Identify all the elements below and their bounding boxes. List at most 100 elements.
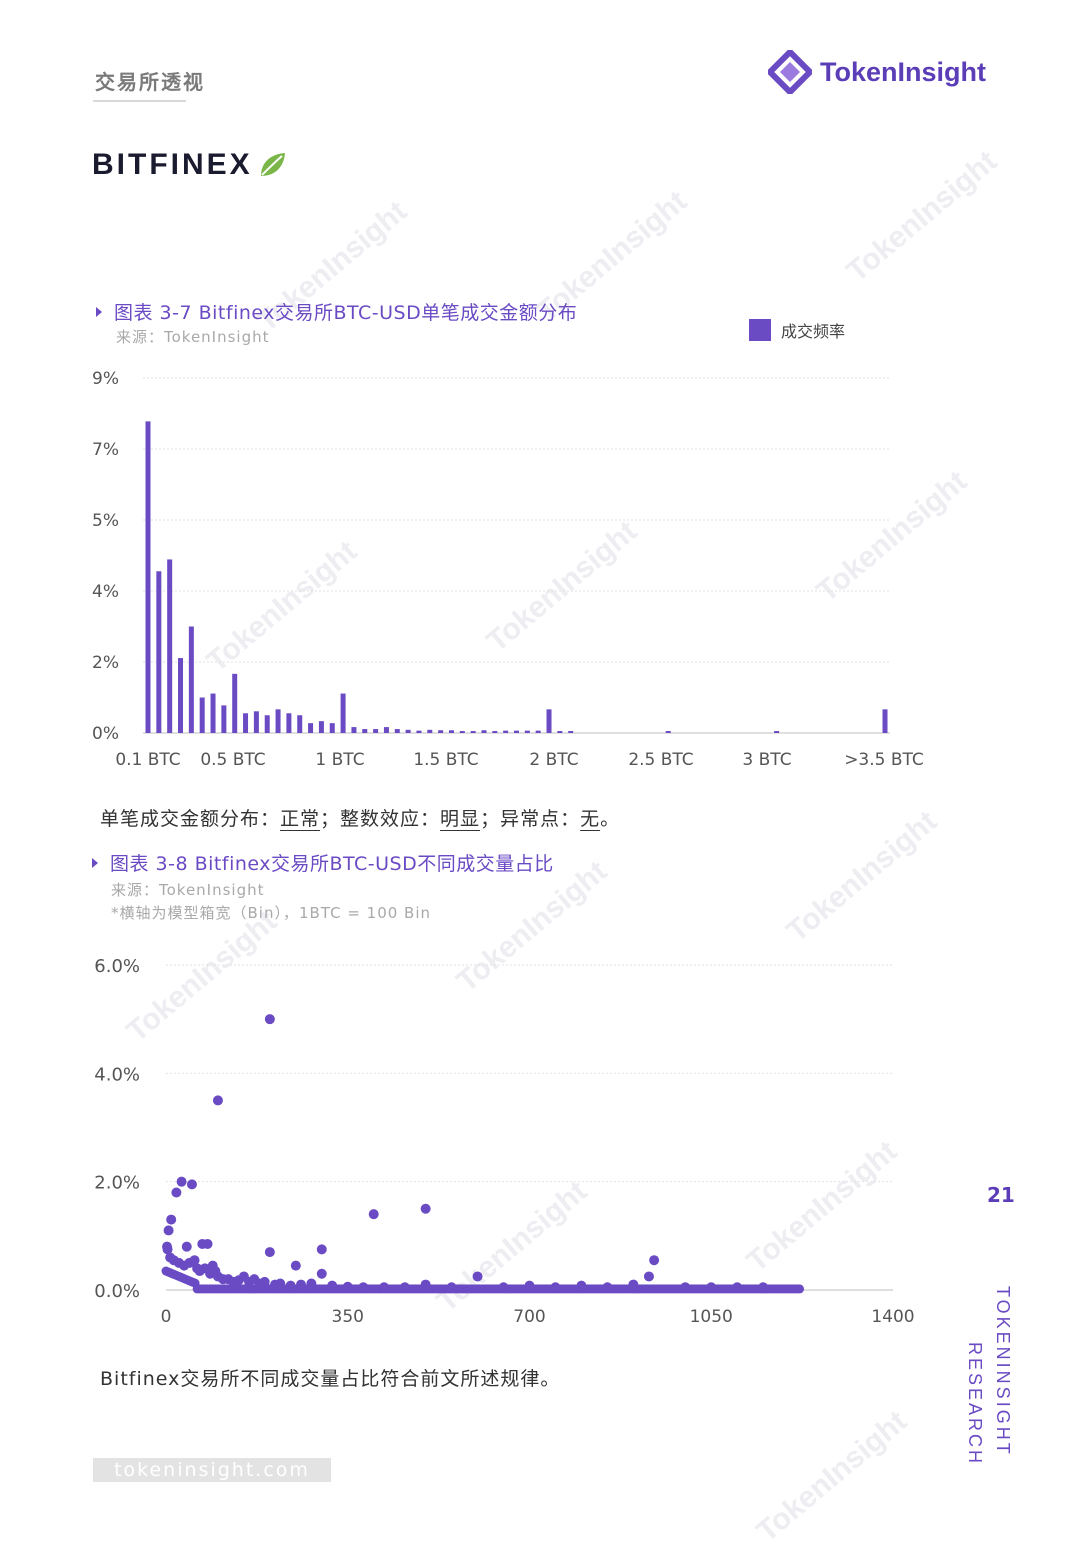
data-point xyxy=(290,1260,301,1271)
x-tick-label: 2 BTC xyxy=(529,750,578,770)
side-text-research: RESEARCH xyxy=(965,1342,985,1467)
legend-swatch xyxy=(749,319,771,341)
bar-chart: 0% 2% 4% 5% 7% 9% 0.1 BTC 0.5 BTC 1 BTC 1.5 BTC 2 … xyxy=(92,369,924,770)
data-point xyxy=(166,1214,177,1225)
data-point xyxy=(643,1271,654,1282)
data-point xyxy=(342,1281,353,1292)
bar xyxy=(383,727,389,733)
bar xyxy=(405,729,411,733)
x-tick-label: 1050 xyxy=(690,1307,733,1327)
data-point xyxy=(420,1203,431,1214)
bar xyxy=(308,723,314,733)
bar xyxy=(210,693,216,733)
bar xyxy=(232,673,238,733)
conclusion-label: 。 xyxy=(600,808,621,830)
data-point xyxy=(524,1280,535,1291)
bar xyxy=(243,713,249,733)
chart2-title-text: 图表 3-8 Bitfinex交易所BTC-USD不同成交量占比 xyxy=(110,853,554,875)
data-point xyxy=(316,1268,327,1279)
data-point xyxy=(680,1282,691,1293)
tokeninsight-logo-icon xyxy=(768,50,812,94)
chart1-title: 图表 3-7 Bitfinex交易所BTC-USD单笔成交金额分布 xyxy=(96,298,577,325)
bar xyxy=(253,711,259,733)
data-point xyxy=(189,1255,200,1266)
data-point xyxy=(275,1278,286,1289)
bar xyxy=(362,729,368,733)
bar xyxy=(340,693,346,733)
bar xyxy=(178,658,184,733)
y-tick-label: 2.0% xyxy=(94,1173,140,1194)
data-point xyxy=(259,1276,270,1287)
bar xyxy=(318,721,324,733)
data-point xyxy=(306,1278,317,1289)
bar xyxy=(514,730,519,733)
bar xyxy=(481,730,487,733)
data-point xyxy=(368,1209,379,1220)
bar xyxy=(503,730,509,733)
data-point xyxy=(162,1241,173,1252)
bar xyxy=(329,723,335,733)
x-tick-label: 1.5 BTC xyxy=(413,750,478,770)
footer-url: tokeninsight.com xyxy=(93,1458,331,1482)
data-point xyxy=(576,1280,587,1291)
watermark-text: TokenInsight xyxy=(750,1404,914,1549)
y-tick-label: 7% xyxy=(92,440,119,460)
exchange-name: BITFINEX xyxy=(92,148,253,181)
section-underline xyxy=(93,100,186,102)
data-point xyxy=(706,1282,717,1293)
x-tick-label: 700 xyxy=(513,1307,545,1327)
data-point xyxy=(399,1282,410,1293)
chart2-title: 图表 3-8 Bitfinex交易所BTC-USD不同成交量占比 xyxy=(92,849,554,876)
conclusion-value-outliers: 无 xyxy=(580,808,601,830)
triangle-bullet-icon xyxy=(92,857,98,868)
page-number: 21 xyxy=(987,1183,1015,1207)
data-point xyxy=(498,1282,509,1293)
data-point xyxy=(602,1282,613,1293)
y-tick-label: 0.0% xyxy=(94,1281,140,1302)
watermark-text: TokenInsight xyxy=(840,144,1004,289)
watermark-text: TokenInsight xyxy=(780,804,944,949)
data-point xyxy=(316,1244,327,1255)
data-point xyxy=(186,1179,197,1190)
data-point xyxy=(171,1187,182,1198)
leaf-icon xyxy=(260,153,285,176)
bar xyxy=(394,729,400,733)
section-title: 交易所透视 xyxy=(95,70,205,94)
chart1-title-text: 图表 3-7 Bitfinex交易所BTC-USD单笔成交金额分布 xyxy=(114,302,578,324)
data-point xyxy=(472,1271,483,1282)
bar xyxy=(145,421,151,733)
x-tick-label: 350 xyxy=(332,1307,364,1327)
chart2-source: 来源：TokenInsight xyxy=(111,881,265,899)
bar xyxy=(275,709,281,733)
bar xyxy=(535,730,541,733)
bar xyxy=(416,730,422,733)
data-point xyxy=(163,1225,174,1236)
bar xyxy=(286,713,292,733)
data-point xyxy=(379,1282,390,1293)
data-point xyxy=(176,1176,187,1187)
data-point xyxy=(264,1014,275,1025)
y-tick-label: 4% xyxy=(92,582,119,602)
data-point xyxy=(296,1279,307,1290)
x-tick-label: 1400 xyxy=(871,1307,914,1327)
data-point xyxy=(285,1280,296,1291)
x-tick-label: >3.5 BTC xyxy=(844,750,924,770)
bar xyxy=(459,731,465,733)
data-point xyxy=(327,1280,338,1291)
exchange-logo: BITFINEX xyxy=(92,148,287,182)
data-point xyxy=(795,1284,805,1294)
conclusion-value-distribution: 正常 xyxy=(280,808,321,830)
bar xyxy=(568,731,574,733)
y-tick-label: 9% xyxy=(92,369,119,389)
data-point xyxy=(732,1282,743,1293)
data-point xyxy=(420,1279,431,1290)
bar xyxy=(188,626,194,733)
data-point xyxy=(202,1238,213,1249)
conclusion-label: 单笔成交金额分布： xyxy=(100,808,281,830)
bar xyxy=(438,730,444,733)
bar xyxy=(470,731,476,733)
x-tick-label: 1 BTC xyxy=(315,750,364,770)
conclusion-label: ；异常点： xyxy=(480,808,581,830)
bar xyxy=(546,709,552,733)
data-point xyxy=(758,1282,769,1293)
